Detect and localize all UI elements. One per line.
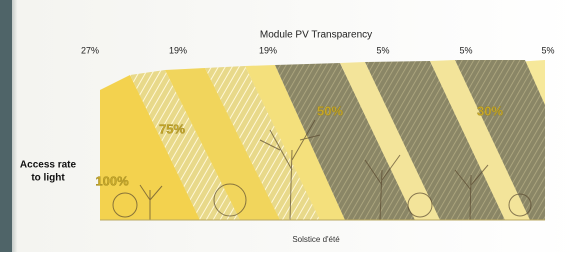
- transparency-label: 5%: [459, 45, 472, 55]
- title: Module PV Transparency: [260, 30, 372, 41]
- transparency-label: 5%: [376, 45, 389, 55]
- transparency-label: 19%: [259, 45, 277, 55]
- light-label: 75%: [159, 121, 185, 136]
- transparency-label: 27%: [81, 45, 99, 55]
- light-label: 50%: [317, 103, 343, 118]
- transparency-label: 19%: [169, 45, 187, 55]
- side-label: to light: [31, 173, 65, 184]
- photo-edge: [0, 0, 12, 252]
- light-label: 100%: [95, 173, 129, 188]
- light-label: 30%: [477, 103, 503, 118]
- page: Module PV Transparency 27% 19% 19% 5% 5%…: [0, 0, 580, 252]
- side-label: Access rate: [20, 160, 77, 171]
- diagram: Module PV Transparency 27% 19% 19% 5% 5%…: [0, 0, 580, 252]
- transparency-label: 5%: [541, 45, 554, 55]
- illustration: [100, 60, 545, 220]
- caption: Solstice d'été: [292, 235, 340, 244]
